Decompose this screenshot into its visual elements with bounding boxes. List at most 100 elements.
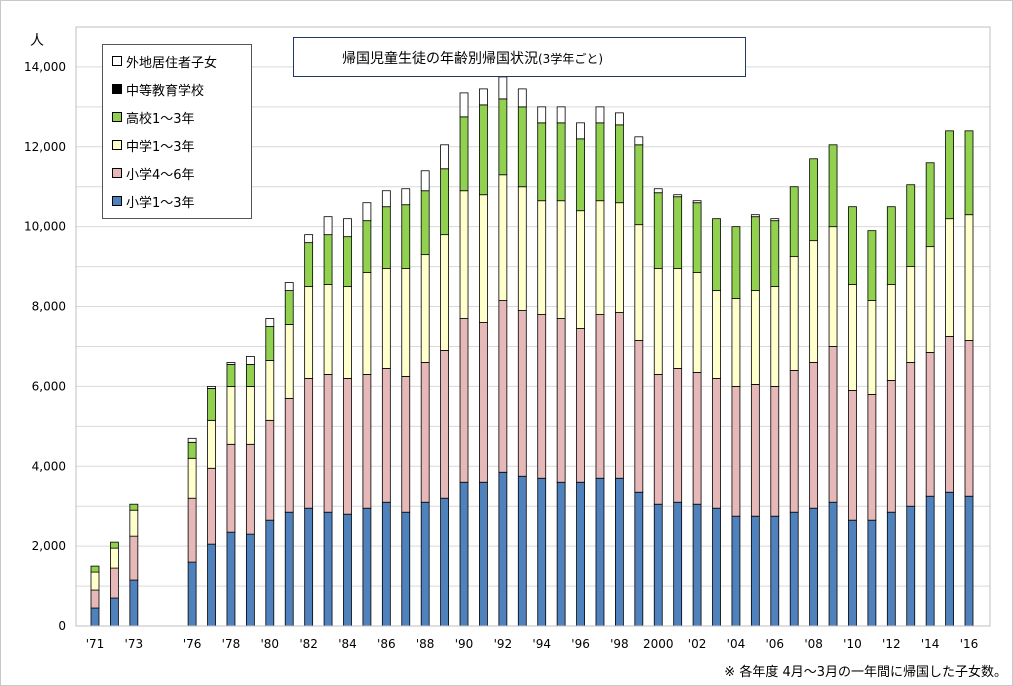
bar-segment: [265, 318, 275, 327]
bar-segment: [925, 352, 935, 497]
bar-segment: [440, 497, 450, 627]
x-tick-label: '12: [882, 637, 901, 651]
x-tick-label: '90: [455, 637, 474, 651]
bar-segment: [129, 579, 139, 627]
bar-segment: [867, 393, 877, 521]
bar-segment: [284, 397, 294, 513]
x-tick-label: '80: [261, 637, 280, 651]
bar-segment: [731, 385, 741, 517]
bar-segment: [381, 268, 391, 369]
bar-segment: [731, 515, 741, 627]
x-tick-label: '98: [610, 637, 629, 651]
bar-segment: [401, 268, 411, 377]
legend-item: 中等教育学校: [112, 79, 204, 99]
bar-segment: [323, 216, 333, 236]
bar-segment: [634, 136, 644, 146]
bar-segment: [110, 541, 119, 549]
bar-segment: [517, 88, 527, 108]
bar-segment: [459, 318, 469, 483]
bar-segment: [964, 214, 974, 341]
bar-segment: [420, 190, 430, 256]
bar-segment: [304, 242, 314, 287]
bar-segment: [964, 130, 974, 216]
bar-segment: [712, 507, 721, 627]
bar-segment: [828, 144, 838, 228]
legend-swatch: [112, 168, 122, 178]
legend-label: 高校1～3年: [126, 111, 195, 127]
bar-segment: [809, 240, 819, 363]
bar-segment: [809, 362, 819, 509]
bar-segment: [207, 419, 216, 469]
chart-title-main: 帰国児童生徒の年齢別帰国状況: [342, 51, 538, 67]
bar-segment: [265, 360, 275, 421]
footnote: ※ 各年度 4月～3月の一年間に帰国した子女数。: [724, 665, 1007, 680]
bar-segment: [187, 561, 197, 627]
bar-segment: [459, 92, 469, 118]
bar-segment: [673, 194, 683, 198]
bar-segment: [245, 385, 255, 445]
bar-segment: [420, 170, 430, 192]
bar-segment: [848, 206, 857, 285]
legend-item: 小学1～3年: [112, 191, 195, 211]
bar-segment: [906, 505, 916, 627]
bar-segment: [964, 495, 974, 627]
bar-segment: [245, 533, 255, 627]
bar-segment: [615, 477, 624, 627]
bar-segment: [129, 535, 139, 581]
bar-segment: [343, 378, 352, 515]
x-tick-label: '94: [532, 637, 551, 651]
bar-segment: [304, 378, 314, 509]
bar-segment: [517, 106, 527, 188]
bar-segment: [381, 190, 391, 208]
chart-title: 帰国児童生徒の年齢別帰国状況(3学年ごと): [342, 48, 603, 68]
bar-segment: [517, 475, 527, 627]
bar-segment: [323, 511, 333, 627]
bar-segment: [731, 298, 741, 387]
y-tick-label: 4,000: [32, 459, 66, 473]
bar-segment: [304, 286, 314, 379]
bar-segment: [731, 226, 741, 299]
bar-segment: [187, 497, 197, 563]
chart-title-sub: (3学年ごと): [538, 52, 603, 66]
x-tick-label: '76: [183, 637, 202, 651]
bar-segment: [653, 374, 663, 505]
bar-segment: [848, 389, 857, 521]
bar-segment: [245, 364, 255, 387]
bar-segment: [634, 340, 644, 493]
legend-label: 外地居住者子女: [126, 55, 218, 71]
bar-segment: [245, 443, 255, 535]
bar-segment: [556, 318, 566, 483]
bar-segment: [809, 158, 819, 242]
bar-segment: [362, 272, 372, 375]
bar-segment: [323, 284, 333, 375]
bar-segment: [304, 507, 314, 627]
bar-segment: [129, 503, 139, 511]
x-tick-label: '73: [125, 637, 144, 651]
bar-segment: [479, 322, 488, 483]
bar-segment: [556, 122, 566, 202]
bar-segment: [867, 519, 877, 627]
bar-segment: [110, 597, 119, 627]
bar-segment: [323, 234, 333, 285]
bar-segment: [750, 515, 760, 627]
bar-segment: [381, 501, 391, 627]
bar-segment: [712, 378, 721, 509]
bar-segment: [576, 210, 585, 329]
bar-segment: [459, 481, 469, 627]
legend-item: 小学4～6年: [112, 163, 195, 183]
bar-segment: [886, 206, 896, 285]
bar-segment: [653, 503, 663, 627]
bar-segment: [945, 218, 954, 337]
bar-segment: [615, 202, 624, 313]
bar-segment: [226, 364, 236, 387]
bar-segment: [595, 200, 605, 315]
bar-segment: [945, 130, 954, 220]
bar-segment: [945, 336, 954, 493]
bar-segment: [226, 385, 236, 445]
bar-segment: [556, 200, 566, 319]
bar-segment: [925, 246, 935, 353]
bar-segment: [284, 511, 294, 627]
legend-item: 高校1～3年: [112, 107, 195, 127]
bar-segment: [420, 501, 430, 627]
bar-segment: [187, 441, 197, 459]
